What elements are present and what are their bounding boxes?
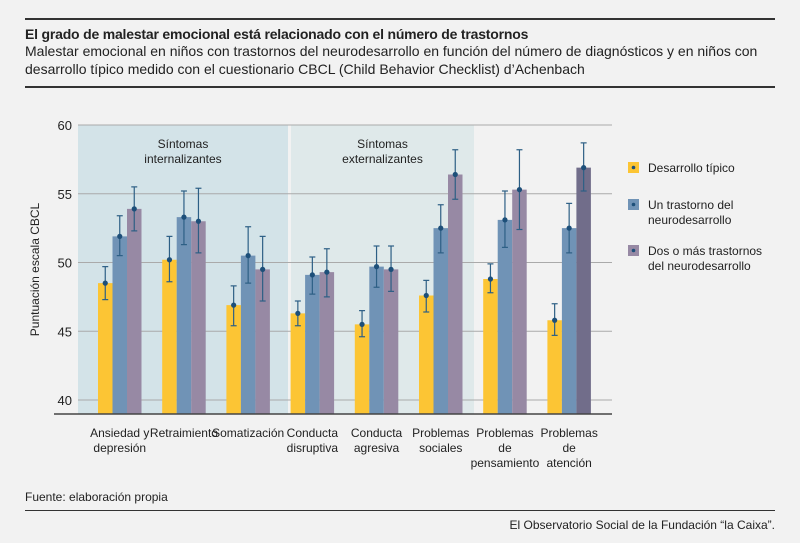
mean-point [181, 214, 187, 220]
y-axis-label: Puntuación escala CBCL [28, 202, 42, 336]
bar [547, 320, 562, 414]
mean-point [260, 266, 266, 272]
y-tick-label: 60 [58, 118, 72, 133]
x-tick-label: pensamiento [471, 456, 540, 470]
mean-point [373, 264, 380, 270]
group-label: internalizantes [144, 152, 221, 166]
legend-marker [631, 248, 636, 253]
bar [319, 272, 335, 414]
mean-point [581, 165, 587, 171]
bar [240, 255, 256, 414]
legend-marker [631, 202, 636, 207]
x-tick-label: Problemas [540, 426, 597, 440]
mean-point [309, 272, 315, 278]
group-label: Síntomas [357, 137, 408, 151]
bar [497, 219, 513, 414]
mean-point [502, 217, 508, 223]
y-tick-label: 40 [58, 393, 72, 408]
mean-point [438, 225, 444, 231]
mean-point [566, 225, 572, 231]
bar [561, 228, 577, 414]
bar [255, 269, 270, 414]
legend-label: del neurodesarrollo [648, 259, 751, 273]
y-tick-label: 55 [58, 187, 72, 202]
legend-label: Dos o más trastornos [648, 244, 762, 258]
mean-point [131, 206, 137, 212]
x-tick-label: atención [546, 456, 591, 470]
x-tick-label: Somatización [212, 426, 284, 440]
mean-point [359, 321, 365, 327]
bar [433, 228, 448, 414]
mean-point [516, 187, 523, 193]
bar [483, 279, 498, 414]
x-tick-label: Retraimiento [150, 426, 218, 440]
x-tick-label: de [562, 441, 576, 455]
top-rule [25, 18, 775, 20]
x-tick-label: sociales [419, 441, 462, 455]
mean-point [166, 257, 173, 263]
credit-note: El Observatorio Social de la Fundación “… [509, 518, 775, 532]
x-tick-label: agresiva [354, 441, 400, 455]
x-tick-label: Problemas [412, 426, 469, 440]
mean-point [102, 280, 108, 286]
header-rule [25, 86, 775, 88]
bar [98, 283, 113, 414]
mean-point [324, 269, 330, 275]
bar [419, 295, 434, 414]
bar [448, 174, 463, 414]
x-tick-label: de [498, 441, 512, 455]
bar [127, 208, 142, 414]
group-label: Síntomas [158, 137, 209, 151]
bar [290, 313, 306, 414]
x-tick-label: depresión [93, 441, 146, 455]
mean-point [231, 302, 237, 308]
mean-point [117, 233, 123, 239]
mean-point [423, 292, 429, 299]
bar [112, 236, 127, 414]
legend-label: neurodesarrollo [648, 213, 732, 227]
mean-point [452, 171, 458, 178]
x-tick-label: Ansiedad y [90, 426, 149, 440]
mean-point [295, 310, 301, 316]
y-tick-label: 45 [58, 324, 72, 339]
source-note: Fuente: elaboración propia [25, 490, 168, 504]
chart-subtitle: Malestar emocional en niños con trastorn… [25, 43, 758, 77]
bar [226, 305, 241, 414]
bar [305, 274, 320, 414]
group-label: externalizantes [342, 152, 423, 166]
bar [383, 269, 399, 414]
mean-point [487, 276, 494, 282]
mean-point [552, 317, 558, 323]
bar [191, 221, 206, 414]
bar [576, 167, 591, 414]
legend-marker [631, 165, 636, 170]
bar [162, 259, 177, 414]
mean-point [245, 253, 251, 259]
bar [354, 324, 370, 414]
bar [176, 217, 192, 414]
x-tick-label: Conducta [351, 426, 403, 440]
x-tick-label: disruptiva [287, 441, 339, 455]
bar [512, 189, 527, 414]
mean-point [195, 218, 202, 224]
footer-rule [25, 510, 775, 511]
bar [369, 266, 384, 414]
y-tick-label: 50 [58, 256, 72, 271]
mean-point [388, 266, 394, 272]
chart-title: El grado de malestar emocional está rela… [25, 26, 529, 42]
x-tick-label: Conducta [287, 426, 339, 440]
legend-label: Desarrollo típico [648, 161, 735, 175]
legend-label: Un trastorno del [648, 198, 733, 212]
x-tick-label: Problemas [476, 426, 533, 440]
